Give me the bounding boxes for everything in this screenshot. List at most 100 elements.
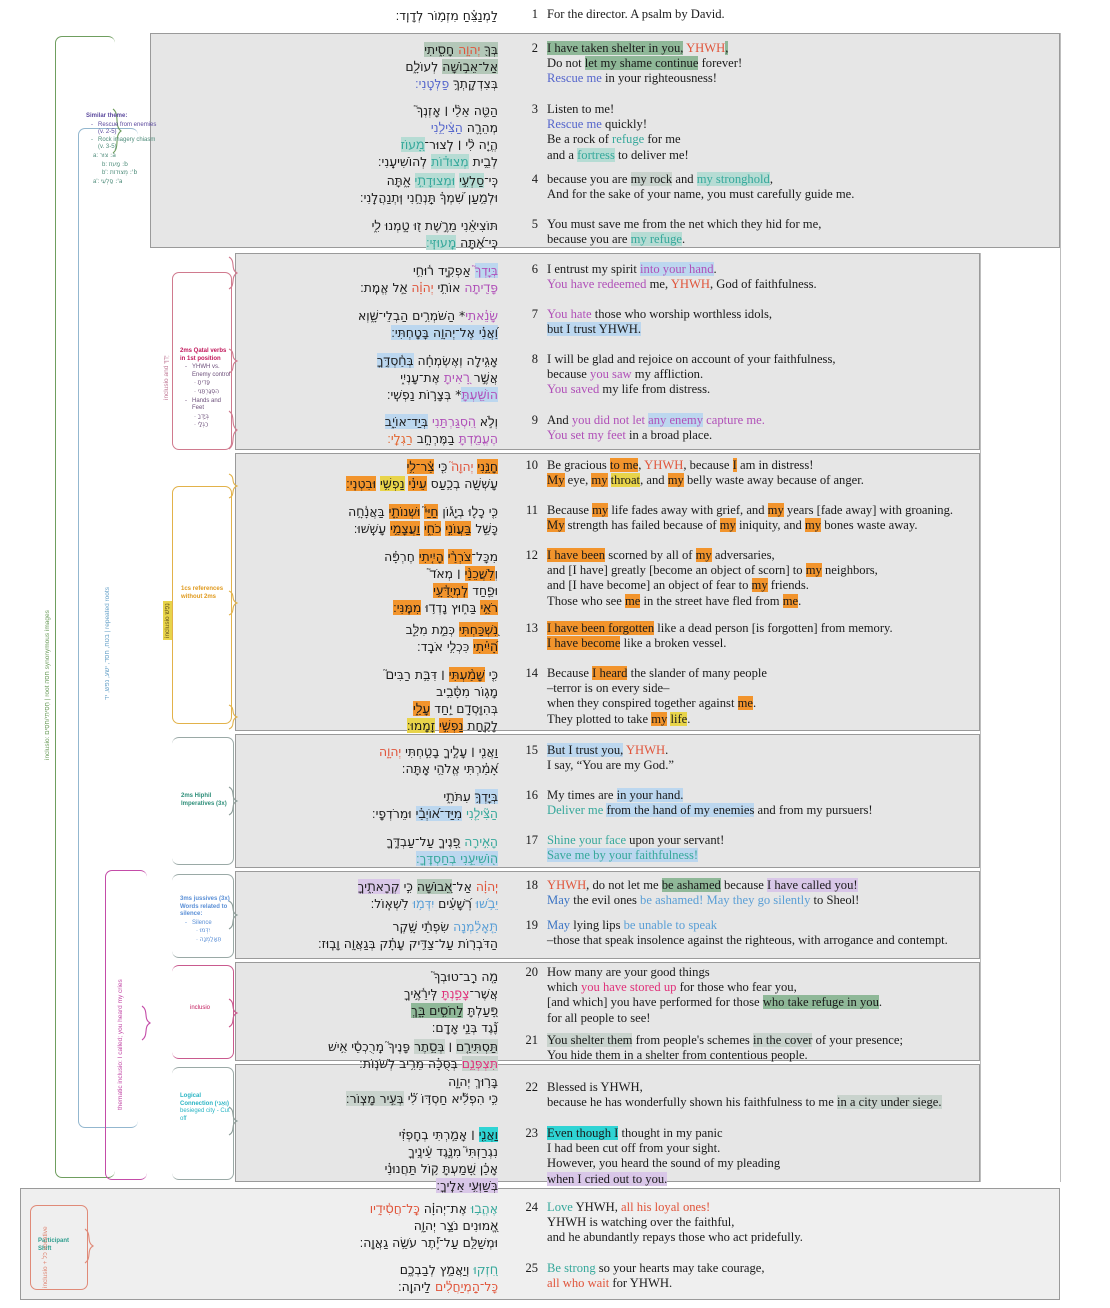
annotation-item: Rescue from enemies (v. 2-5) — [91, 122, 160, 137]
verse-number: 1 — [531, 7, 538, 21]
group-box-v6-9 — [235, 253, 980, 450]
verse-number: 22 — [525, 1080, 539, 1094]
verse-row: 2 I have taken shelter in you, YHWH, Do … — [512, 41, 1072, 87]
qatal-sub-heb: רַגְלָי — [197, 421, 209, 429]
hebrew-verse-12: מִכָּל־צֹרְרַ֨י הָיִ֤יתִי חֶרְפָּ֗ה וְלִ… — [384, 549, 498, 615]
right-rail-inner — [980, 253, 981, 1182]
verse-text: I have been scorned by all of my adversa… — [547, 548, 878, 608]
hebrew-verse-8: אָגִ֥ילָה וְאֶשְׂמְחָ֗ה בְּחַ֫סְדֶּ֥ךָ א… — [376, 353, 498, 402]
verse-row: 14 Because I heard the slander of many p… — [512, 666, 1072, 727]
verse-text: My times are in your hand. Deliver me fr… — [547, 788, 873, 818]
annotation-item: YHWH vs. Enemy control — [185, 364, 232, 379]
hebrew-verse-22: בָּר֥וּךְ יְהוָ֑ה כִּ֥י הִפְלִ֘יא חַסְדּ… — [345, 1074, 498, 1106]
group-box-v24-25 — [20, 1188, 1060, 1300]
jussive-sub-heb: יִדְּמוּ — [199, 927, 210, 935]
curly-brace-qatal-mid — [228, 348, 239, 374]
annotation-qatal-2ms: 2ms Qatal verbs in 1st position YHWH vs.… — [180, 348, 232, 430]
verse-text: For the director. A psalm by David. — [547, 7, 725, 21]
hebrew-verse-18: יְֽהוָ֗ה אַל־אֵ֭בוֹשָׁה כִּ֣י קְרָאתִ֑יך… — [357, 879, 498, 911]
vlabel-repeated-roots: בטח, חסד, ישע, נפש, יד | repeated roots — [104, 587, 111, 700]
verse-number: 13 — [525, 621, 539, 635]
verse-number: 19 — [525, 918, 539, 932]
bracket-inclusio-2021 — [172, 965, 234, 1059]
verse-text: I will be glad and rejoice on account of… — [547, 352, 836, 397]
verse-row: 12 I have been scorned by all of my adve… — [512, 548, 1072, 609]
verse-number: 14 — [525, 666, 539, 680]
annotation-item: Rock imagery chiasm (v. 3-5) — [91, 137, 160, 152]
bracket-jussives — [172, 874, 234, 958]
bracket-imperatives — [172, 737, 234, 865]
vlabel-inclusio-yad: inclusio and יָדְךָ — [163, 355, 170, 400]
qatal-sub-heb: בְּיָדְךָ — [197, 412, 209, 420]
verse-text: I have taken shelter in you, YHWH, Do no… — [547, 41, 743, 86]
hebrew-verse-5: תּוֹצִיאֵ֗נִי מֵרֶ֣שֶׁת ז֭וּ טָ֣מְנוּ לִ… — [371, 218, 498, 250]
hebrew-verse-20: מָ֤ה רַֽב־טוּבְךָ֮ אֲשֶׁר־צָפַ֪נְתָּ לִּ… — [403, 969, 498, 1035]
annotation-item: Hands and Feet — [185, 398, 232, 413]
verse-text: And you did not let any enemy capture me… — [547, 413, 765, 443]
verse-number: 10 — [525, 458, 539, 472]
annotation-title: 3ms jussives (3x) — [180, 896, 230, 902]
annotation-title: 2ms Qatal verbs in 1st position — [180, 348, 227, 362]
verse-text: Love YHWH, all his loyal ones! YHWH is w… — [547, 1200, 803, 1245]
curly-brace-logical — [228, 1106, 239, 1136]
hebrew-verse-23: וַאֲנִ֤י ׀ אָמַ֣רְתִּי בְחָפְזִ֗י נִגְרַ… — [384, 1127, 498, 1193]
verse-number: 16 — [525, 788, 539, 802]
verse-text: You shelter them from people's schemes i… — [547, 1033, 903, 1063]
verse-row: 9 And you did not let any enemy capture … — [512, 413, 1072, 443]
verse-number: 24 — [525, 1200, 539, 1214]
verse-number: 6 — [531, 262, 538, 276]
annotation-title: Participant Shift — [38, 1238, 70, 1252]
hebrew-verse-10: חָנֵּ֥נִי יְהוָה֮ כִּ֤י צַ֫ר־לִ֥י עָשְׁש… — [346, 459, 498, 491]
verse-number: 23 — [525, 1126, 539, 1140]
verse-row: 5 You must save me from the net which th… — [512, 217, 1072, 247]
chiasm-a-heb: a: צוּר — [99, 151, 116, 159]
verse-row: 23 Even though I thought in my panic I h… — [512, 1126, 1072, 1187]
verse-number: 7 — [531, 307, 538, 321]
verse-row: 8 I will be glad and rejoice on account … — [512, 352, 1072, 398]
verse-text: I have been forgotten like a dead person… — [547, 621, 893, 651]
verse-number: 4 — [531, 172, 538, 186]
annotation-jussives: 3ms jussives (3x) Words related to silen… — [180, 896, 234, 945]
verse-text: How many are your good things which you … — [547, 965, 883, 1025]
hebrew-verse-19: תֵּ֤אָלַ֗מְנָה שִׂפְתֵ֫י שָׁ֥קֶר הַדֹּבְ… — [317, 919, 498, 951]
curly-brace-qatal-bottom — [228, 410, 238, 450]
vlabel-inclusio-nefesh: inclusio נֶפֶשׁ — [163, 601, 172, 640]
hebrew-verse-13: נִ֭שְׁכַּחְתִּי כְּמֵ֣ת מִלֵּ֑ב הָ֝יִ֗ית… — [405, 622, 498, 654]
verse-text: But I trust you, YHWH. I say, “You are m… — [547, 743, 674, 773]
hebrew-verse-24: אֶהֱב֥וּ אֶת־יְהוָ֗ה כָּֽל־חֲסִ֫ידָ֥יו א… — [359, 1201, 498, 1250]
group-box-v22-23 — [235, 1064, 980, 1182]
verse-number: 20 — [525, 965, 539, 979]
verse-row: 13 I have been forgotten like a dead per… — [512, 621, 1072, 651]
verse-row: 10 Be gracious to me, YHWH, because I am… — [512, 458, 1072, 488]
bracket-participant-shift — [30, 1205, 88, 1290]
hebrew-verse-17: הָאִ֣ירָה פָ֭נֶיךָ עַל־עַבְדֶּ֑ךָ ה֖וֹשִ… — [386, 834, 498, 866]
verse-number: 2 — [531, 41, 538, 55]
hebrew-verse-15: וַאֲנִ֤י ׀ עָלֶ֣יךָ בָטַ֣חְתִּי יְהוָ֑ה … — [379, 744, 498, 776]
verse-text: Be gracious to me, YHWH, because I am in… — [547, 458, 864, 488]
bracket-outer-green — [55, 36, 115, 1178]
verse-number: 12 — [525, 548, 539, 562]
annotation-title: Logical Connection (וַאֲנִי) — [180, 1093, 229, 1107]
annotation-1cs-refs: 1cs references without 2ms — [181, 586, 231, 601]
bracket-qatal-2ms — [172, 272, 232, 450]
hebrew-verse-21: תַּסְתִּירֵ֤ם ׀ בְּסֵ֥תֶר פָּנֶיךָ֮ מֵֽר… — [327, 1039, 498, 1071]
annotation-imperatives: 2ms Hiphil Imperatives (3x) — [181, 793, 233, 808]
hebrew-verse-16: בְּיָדְךָ֥ עִתֹּתָ֑י הַצִּ֘ילֵ֤נִי מִיַּ… — [371, 789, 498, 821]
verse-row: 19 May lying lips be unable to speak –th… — [512, 918, 1072, 948]
hebrew-verse-1: לַמְנַצֵּ֗חַ מִזְמ֥וֹר לְדָוִֽד׃ — [395, 8, 498, 23]
chiasm-a2-heb: a': סַלְעִי — [100, 177, 123, 185]
verse-text: Because I heard the slander of many peop… — [547, 666, 767, 726]
bracket-logical — [172, 1067, 234, 1180]
chiasm-b2-heb: b': מְצוּדוֹת — [109, 169, 138, 177]
verse-number: 21 — [525, 1033, 539, 1047]
verse-number: 17 — [525, 833, 539, 847]
curly-brace-1cs-bottom — [228, 704, 239, 730]
annotation-item: Silence — [185, 920, 234, 928]
curly-brace-participant — [84, 1228, 95, 1264]
verse-text: Listen to me! Rescue me quickly! Be a ro… — [547, 102, 689, 162]
verse-number: 5 — [531, 217, 538, 231]
curly-brace-1cs-mid — [228, 590, 239, 616]
annotation-subtitle: besieged city - Cut off — [180, 1108, 230, 1122]
verse-row: 18 YHWH, do not let me be ashamed becaus… — [512, 878, 1072, 908]
verse-row: 15 But I trust you, YHWH. I say, “You ar… — [512, 743, 1072, 773]
